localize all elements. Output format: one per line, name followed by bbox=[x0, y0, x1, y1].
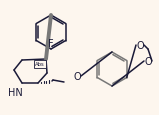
Text: O: O bbox=[73, 71, 81, 81]
Text: O: O bbox=[144, 56, 152, 66]
Text: F: F bbox=[48, 39, 54, 49]
Text: O: O bbox=[136, 41, 144, 51]
Text: HN: HN bbox=[8, 87, 23, 97]
Text: Abs: Abs bbox=[35, 62, 45, 67]
